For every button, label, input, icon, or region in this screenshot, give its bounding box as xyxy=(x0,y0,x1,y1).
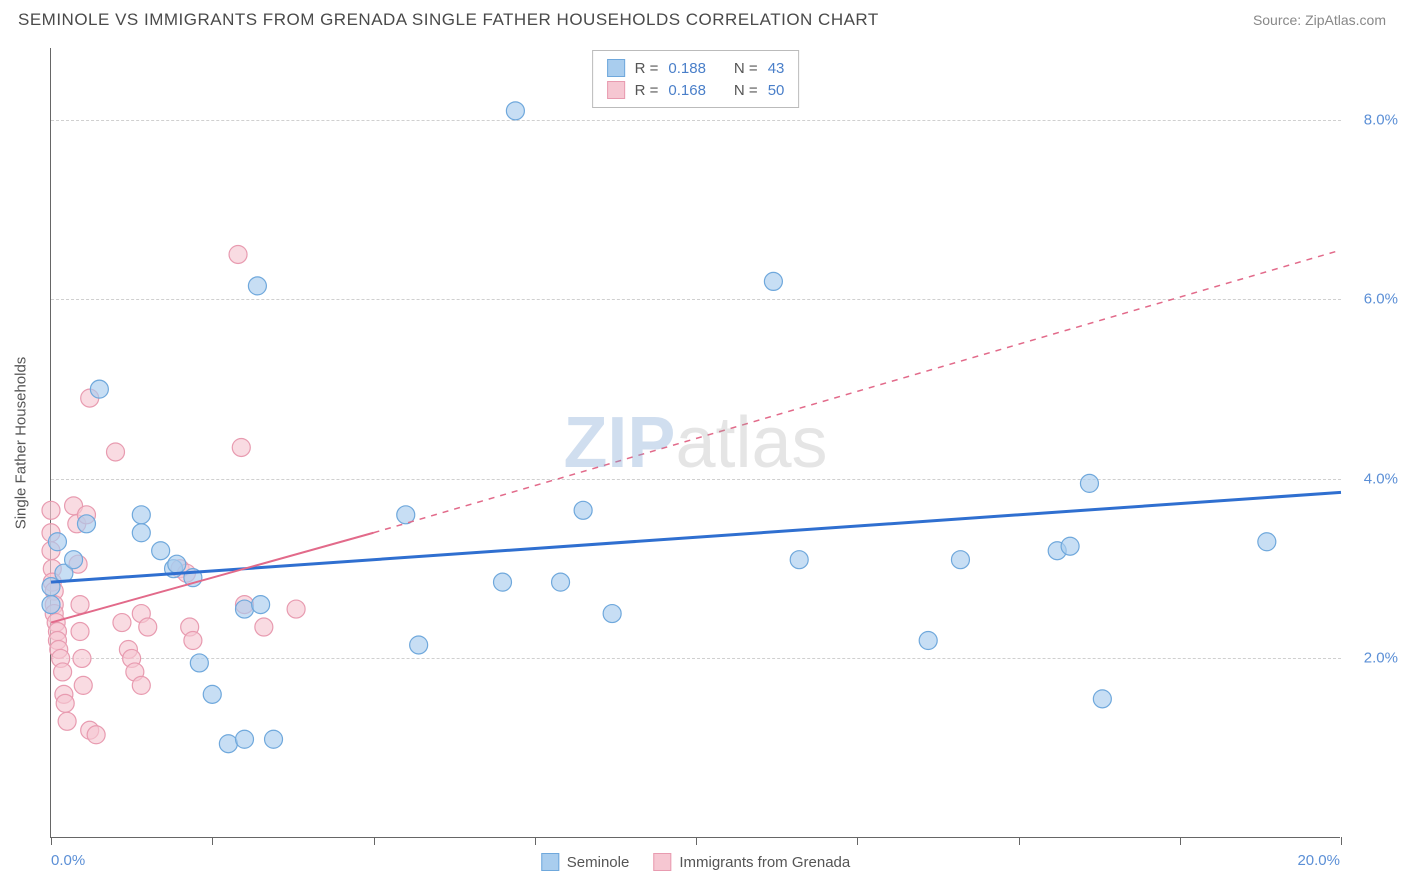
legend-n-label-1: N = xyxy=(734,82,758,99)
legend-r-label-0: R = xyxy=(635,60,659,77)
legend-r-value-1: 0.168 xyxy=(668,82,706,99)
legend-bottom-item-0: Seminole xyxy=(541,853,630,871)
chart-source: Source: ZipAtlas.com xyxy=(1253,12,1386,28)
legend-n-value-1: 50 xyxy=(768,82,785,99)
legend-bottom-swatch-blue xyxy=(541,853,559,871)
y-tick-label: 4.0% xyxy=(1348,470,1398,487)
legend-n-value-0: 43 xyxy=(768,60,785,77)
legend-top-row-0: R = 0.188 N = 43 xyxy=(607,57,785,79)
legend-bottom-label-1: Immigrants from Grenada xyxy=(679,854,850,871)
legend-r-value-0: 0.188 xyxy=(668,60,706,77)
x-axis-label-left: 0.0% xyxy=(51,852,85,869)
y-tick-label: 2.0% xyxy=(1348,650,1398,667)
legend-r-label-1: R = xyxy=(635,82,659,99)
legend-n-label-0: N = xyxy=(734,60,758,77)
legend-top: R = 0.188 N = 43 R = 0.168 N = 50 xyxy=(592,50,800,108)
legend-bottom-label-0: Seminole xyxy=(567,854,630,871)
legend-swatch-pink xyxy=(607,81,625,99)
legend-top-row-1: R = 0.168 N = 50 xyxy=(607,79,785,101)
legend-bottom-item-1: Immigrants from Grenada xyxy=(653,853,850,871)
legend-bottom: Seminole Immigrants from Grenada xyxy=(541,853,850,871)
legend-swatch-blue xyxy=(607,59,625,77)
scatter-plot-svg xyxy=(51,48,1341,838)
y-tick-label: 6.0% xyxy=(1348,291,1398,308)
y-tick-label: 8.0% xyxy=(1348,111,1398,128)
chart-header: SEMINOLE VS IMMIGRANTS FROM GRENADA SING… xyxy=(0,0,1406,36)
chart-title: SEMINOLE VS IMMIGRANTS FROM GRENADA SING… xyxy=(18,10,879,30)
y-axis-label: Single Father Households xyxy=(13,356,30,529)
x-axis-label-right: 20.0% xyxy=(1297,852,1340,869)
legend-bottom-swatch-pink xyxy=(653,853,671,871)
chart-plot-area: Single Father Households 2.0%4.0%6.0%8.0… xyxy=(50,48,1340,838)
